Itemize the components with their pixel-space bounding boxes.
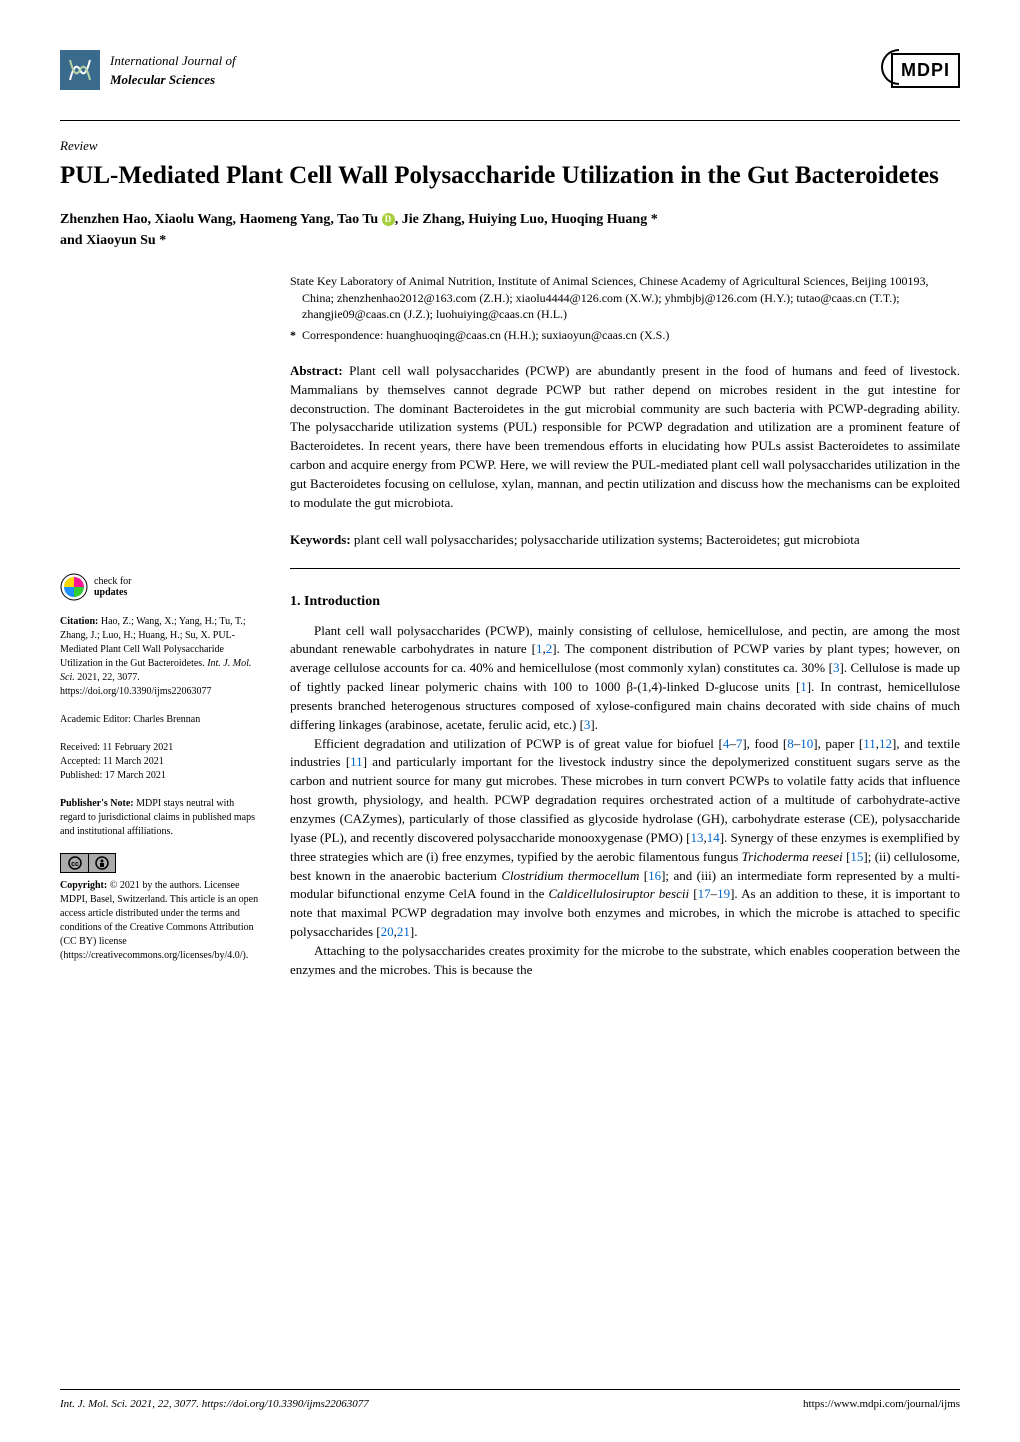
correspondence-label: * xyxy=(290,328,296,342)
ref-link[interactable]: 21 xyxy=(397,924,410,939)
dates-block: Received: 11 February 2021 Accepted: 11 … xyxy=(60,741,260,783)
citation-label: Citation: xyxy=(60,616,98,627)
note-label: Publisher's Note: xyxy=(60,798,134,809)
article-title: PUL-Mediated Plant Cell Wall Polysacchar… xyxy=(60,160,960,191)
received-date: Received: 11 February 2021 xyxy=(60,741,260,755)
article-type: Review xyxy=(60,136,960,156)
journal-title-top: International Journal of xyxy=(110,51,236,71)
ref-link[interactable]: 13 xyxy=(690,830,703,845)
ref-link[interactable]: 17 xyxy=(698,886,711,901)
main-content: State Key Laboratory of Animal Nutrition… xyxy=(290,273,960,980)
editor-block: Academic Editor: Charles Brennan xyxy=(60,713,260,727)
ref-link[interactable]: 11 xyxy=(863,736,876,751)
ref-link[interactable]: 15 xyxy=(850,849,863,864)
header-divider xyxy=(60,120,960,121)
check-for-updates[interactable]: check for updates xyxy=(60,573,260,601)
publisher-logo: MDPI xyxy=(891,53,960,88)
editor-name: Charles Brennan xyxy=(133,714,200,725)
abstract-label: Abstract: xyxy=(290,363,343,378)
check-line2: updates xyxy=(94,587,127,598)
published-date: Published: 17 March 2021 xyxy=(60,769,260,783)
license-block: cc Copyright: © 2021 by the authors. Lic… xyxy=(60,853,260,963)
citation-rest: 2021, 22, 3077. https://doi.org/10.3390/… xyxy=(60,672,212,697)
body-para-3: Attaching to the polysaccharides creates… xyxy=(290,942,960,980)
journal-title: International Journal of Molecular Scien… xyxy=(110,51,236,90)
abstract: Abstract: Plant cell wall polysaccharide… xyxy=(290,362,960,513)
journal-logo-icon xyxy=(60,50,100,90)
ref-link[interactable]: 12 xyxy=(879,736,892,751)
keywords-text: plant cell wall polysaccharides; polysac… xyxy=(351,532,860,547)
ref-link[interactable]: 11 xyxy=(350,754,363,769)
copyright-text: © 2021 by the authors. Licensee MDPI, Ba… xyxy=(60,880,258,961)
ref-link[interactable]: 20 xyxy=(381,924,394,939)
ref-link[interactable]: 10 xyxy=(800,736,813,751)
content-area: check for updates Citation: Hao, Z.; Wan… xyxy=(60,273,960,980)
publishers-note-block: Publisher's Note: MDPI stays neutral wit… xyxy=(60,797,260,839)
orcid-icon[interactable] xyxy=(382,213,395,226)
footer-left: Int. J. Mol. Sci. 2021, 22, 3077. https:… xyxy=(60,1396,369,1413)
correspondence-text: Correspondence: huanghuoqing@caas.cn (H.… xyxy=(302,328,669,342)
journal-logo: International Journal of Molecular Scien… xyxy=(60,50,236,90)
footer-right: https://www.mdpi.com/journal/ijms xyxy=(803,1396,960,1413)
sidebar: check for updates Citation: Hao, Z.; Wan… xyxy=(60,273,260,980)
correspondence: * Correspondence: huanghuoqing@caas.cn (… xyxy=(290,327,960,344)
accepted-date: Accepted: 11 March 2021 xyxy=(60,755,260,769)
cc-badge: cc xyxy=(60,853,116,873)
ref-link[interactable]: 19 xyxy=(717,886,730,901)
by-icon xyxy=(88,853,116,873)
authors-part2: , Jie Zhang, Huiying Luo, Huoqing Huang … xyxy=(395,212,658,227)
authors: Zhenzhen Hao, Xiaolu Wang, Haomeng Yang,… xyxy=(60,209,960,251)
footer: Int. J. Mol. Sci. 2021, 22, 3077. https:… xyxy=(60,1389,960,1413)
abstract-text: Plant cell wall polysaccharides (PCWP) a… xyxy=(290,363,960,510)
ref-link[interactable]: 16 xyxy=(648,868,661,883)
page: International Journal of Molecular Scien… xyxy=(0,0,1020,1442)
keywords-label: Keywords: xyxy=(290,532,351,547)
body-para-1: Plant cell wall polysaccharides (PCWP), … xyxy=(290,622,960,735)
cc-icon: cc xyxy=(60,853,88,873)
citation-block: Citation: Hao, Z.; Wang, X.; Yang, H.; T… xyxy=(60,615,260,699)
check-line1: check for xyxy=(94,576,131,587)
svg-text:cc: cc xyxy=(71,861,79,868)
copyright-label: Copyright: xyxy=(60,880,107,891)
section-divider xyxy=(290,568,960,569)
authors-part3: and Xiaoyun Su * xyxy=(60,233,166,248)
affiliation: State Key Laboratory of Animal Nutrition… xyxy=(290,273,960,323)
editor-label: Academic Editor: xyxy=(60,714,133,725)
check-updates-icon xyxy=(60,573,88,601)
journal-title-bottom: Molecular Sciences xyxy=(110,70,236,90)
keywords: Keywords: plant cell wall polysaccharide… xyxy=(290,531,960,550)
header-row: International Journal of Molecular Scien… xyxy=(60,50,960,90)
body-para-2: Efficient degradation and utilization of… xyxy=(290,735,960,942)
ref-link[interactable]: 14 xyxy=(707,830,720,845)
authors-part1: Zhenzhen Hao, Xiaolu Wang, Haomeng Yang,… xyxy=(60,212,382,227)
check-updates-text: check for updates xyxy=(94,576,131,598)
section-heading-1: 1. Introduction xyxy=(290,591,960,612)
